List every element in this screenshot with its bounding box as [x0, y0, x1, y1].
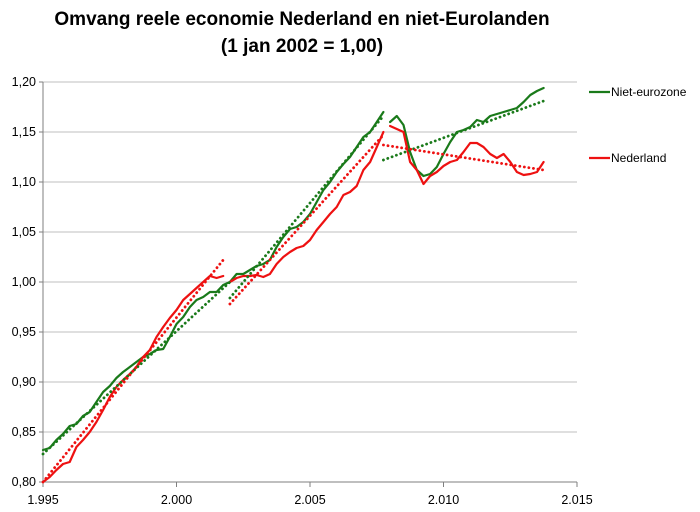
niet-eurozone-line — [228, 110, 385, 284]
x-tick-label: 2.005 — [294, 493, 325, 507]
y-tick-label: 0,85 — [12, 425, 36, 439]
chart-title: Omvang reele economie Nederland en niet-… — [54, 9, 549, 30]
series-lines — [41, 86, 545, 484]
tick-labels: 0,80 0,85 0,90 0,95 1,00 1,05 1,10 1,15 1,20 1.99… — [12, 75, 593, 507]
y-tick-label: 0,95 — [12, 325, 36, 339]
nederland-line — [389, 124, 545, 186]
x-tick-label: 2.015 — [561, 493, 592, 507]
y-tick-label: 1,00 — [12, 275, 36, 289]
y-tick-label: 1,20 — [12, 75, 36, 89]
x-tick-label: 2.010 — [428, 493, 459, 507]
nederland-trend-line — [381, 143, 545, 172]
axes — [39, 81, 578, 487]
legend-label-nederland: Nederland — [611, 151, 666, 165]
y-tick-label: 0,80 — [12, 475, 36, 489]
y-tick-label: 1,05 — [12, 225, 36, 239]
nederland-trend-line — [41, 258, 225, 484]
legend: Niet-eurozone Nederland — [589, 85, 687, 165]
niet-eurozone-trend-line — [228, 114, 385, 300]
nederland-line — [41, 274, 225, 484]
nederland-line — [228, 130, 385, 284]
y-tick-label: 1,15 — [12, 125, 36, 139]
legend-label-niet-eurozone: Niet-eurozone — [611, 85, 687, 99]
nederland-trend-line — [228, 133, 385, 306]
y-tick-label: 1,10 — [12, 175, 36, 189]
x-tick-label: 2.000 — [161, 493, 192, 507]
chart-subtitle: (1 jan 2002 = 1,00) — [221, 36, 383, 57]
gridlines — [43, 81, 577, 433]
x-tick-label: 1.995 — [27, 493, 58, 507]
niet-eurozone-trend-line — [41, 280, 232, 456]
y-tick-label: 0,90 — [12, 375, 36, 389]
